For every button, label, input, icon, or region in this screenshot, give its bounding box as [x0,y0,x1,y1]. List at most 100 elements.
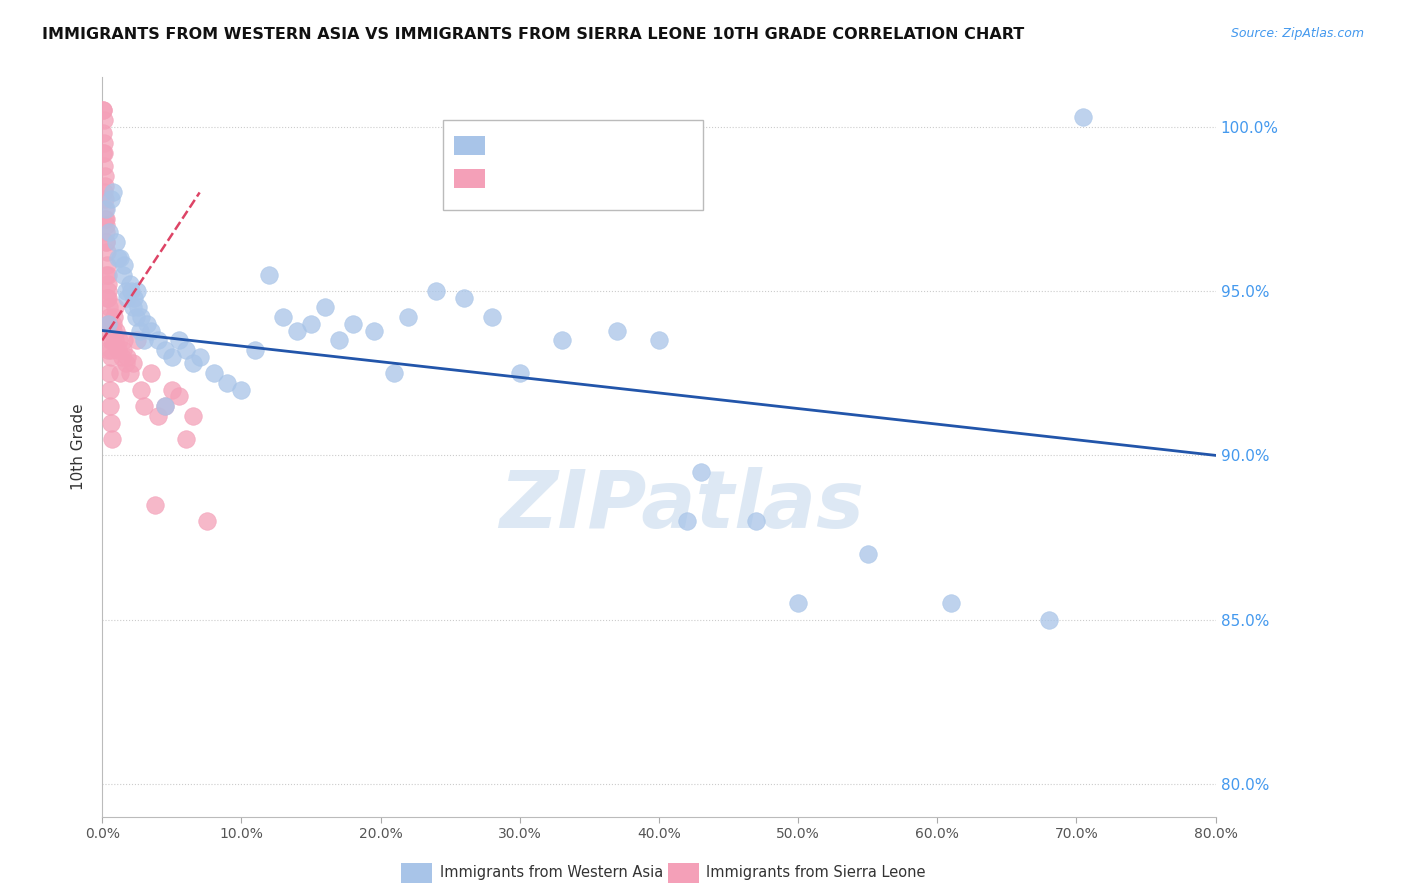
Point [100,343,122,358]
Point [91,103,114,118]
Point [101,432,124,446]
Point [112,343,135,358]
Point [1073,110,1095,124]
Point [120,284,142,298]
Point [195,514,218,528]
Point [97,284,120,298]
Y-axis label: 10th Grade: 10th Grade [72,404,86,491]
Point [93,169,115,183]
Point [132,334,155,348]
Point [93,159,115,173]
Point [363,324,385,338]
Point [97,291,120,305]
Point [153,343,176,358]
Point [125,334,148,348]
Point [202,366,225,380]
Point [129,383,152,397]
Point [96,258,118,272]
Text: R =  0.254: R = 0.254 [492,171,583,186]
Point [132,399,155,413]
Point [509,366,531,380]
Point [453,291,475,305]
Point [118,366,141,380]
Point [153,399,176,413]
Point [100,350,122,364]
Point [160,383,183,397]
Point [100,399,122,413]
Point [128,324,150,338]
Point [103,310,125,325]
Point [94,225,117,239]
Point [96,235,118,249]
Point [93,178,115,193]
Point [98,366,121,380]
Point [129,310,152,325]
Point [139,324,162,338]
Point [139,366,162,380]
Point [143,498,166,512]
Point [606,324,628,338]
Text: IMMIGRANTS FROM WESTERN ASIA VS IMMIGRANTS FROM SIERRA LEONE 10TH GRADE CORRELAT: IMMIGRANTS FROM WESTERN ASIA VS IMMIGRAN… [42,27,1025,42]
Point [94,211,117,226]
Point [675,514,697,528]
Point [97,301,120,315]
Point [550,334,572,348]
Point [160,350,183,364]
Text: Source: ZipAtlas.com: Source: ZipAtlas.com [1230,27,1364,40]
Point [231,383,253,397]
Point [101,317,124,331]
Point [257,268,280,282]
Point [104,334,127,348]
Point [107,343,129,358]
Point [135,317,157,331]
Point [174,432,197,446]
Text: Immigrants from Sierra Leone: Immigrants from Sierra Leone [706,865,925,880]
Point [1038,613,1060,627]
Point [98,334,121,348]
Point [121,356,143,370]
Point [98,324,121,338]
Point [93,113,115,128]
Point [98,225,121,239]
Point [271,310,294,325]
Point [93,136,115,151]
Point [101,334,124,348]
Point [91,103,114,118]
Point [146,334,169,348]
Point [98,383,121,397]
Point [115,356,138,370]
Point [97,277,120,292]
Point [93,146,115,161]
Point [217,376,239,390]
Point [122,291,145,305]
Point [167,334,190,348]
Point [941,596,963,610]
Text: Immigrants from Western Asia: Immigrants from Western Asia [440,865,664,880]
Text: N = 61: N = 61 [595,138,650,153]
Point [112,268,135,282]
Point [94,192,117,206]
Point [118,277,141,292]
Point [856,547,879,561]
Point [110,251,132,265]
Point [342,317,364,331]
Point [174,343,197,358]
Point [100,192,122,206]
Point [96,291,118,305]
Point [689,465,711,479]
Point [100,416,122,430]
Point [115,284,138,298]
Point [314,301,336,315]
Point [127,301,149,315]
Point [105,235,128,249]
Point [245,343,267,358]
Point [94,202,117,216]
Point [94,235,117,249]
Point [107,251,129,265]
Point [103,186,125,200]
Point [181,409,204,423]
Point [96,268,118,282]
Point [745,514,768,528]
Point [146,409,169,423]
Point [114,334,136,348]
